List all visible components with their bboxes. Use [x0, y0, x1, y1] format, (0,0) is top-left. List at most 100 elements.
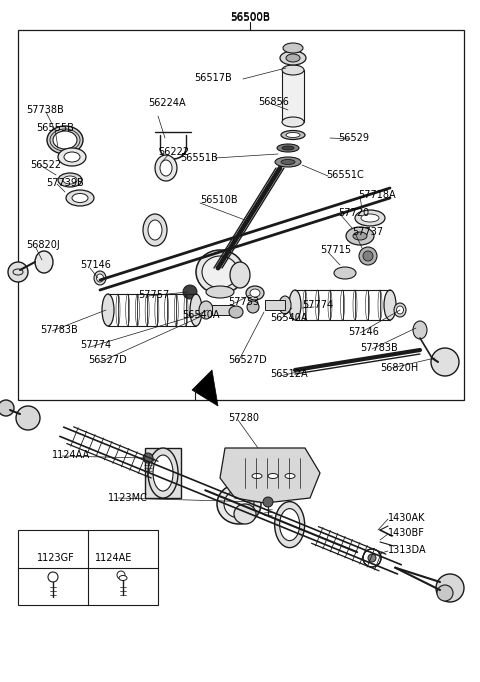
- Ellipse shape: [413, 321, 427, 339]
- Circle shape: [437, 585, 453, 601]
- Ellipse shape: [334, 267, 356, 279]
- Text: 1123MC: 1123MC: [108, 493, 148, 503]
- Text: 57737: 57737: [352, 227, 383, 237]
- Text: 57783B: 57783B: [40, 325, 78, 335]
- Text: 57715: 57715: [320, 245, 351, 255]
- Ellipse shape: [160, 160, 172, 176]
- Ellipse shape: [282, 65, 304, 75]
- Text: 57783B: 57783B: [360, 343, 398, 353]
- Ellipse shape: [286, 54, 300, 62]
- Ellipse shape: [282, 117, 304, 127]
- Ellipse shape: [224, 490, 254, 518]
- Text: 57146: 57146: [80, 260, 111, 270]
- Text: 57753: 57753: [228, 297, 259, 307]
- Ellipse shape: [355, 210, 385, 226]
- Ellipse shape: [96, 274, 104, 282]
- Bar: [145, 448, 181, 498]
- Text: 56500B: 56500B: [230, 13, 270, 23]
- Text: 56540A: 56540A: [182, 310, 219, 320]
- Circle shape: [363, 549, 381, 567]
- Bar: [18, 530, 158, 605]
- Polygon shape: [220, 448, 320, 503]
- Text: 57146: 57146: [348, 327, 379, 337]
- Text: 57757: 57757: [138, 290, 169, 300]
- Ellipse shape: [361, 214, 379, 222]
- Text: 56222: 56222: [158, 147, 189, 157]
- Ellipse shape: [148, 448, 178, 498]
- Circle shape: [436, 574, 464, 602]
- Ellipse shape: [247, 301, 259, 313]
- Text: 57774: 57774: [80, 340, 111, 350]
- Circle shape: [363, 251, 373, 261]
- Text: 56500B: 56500B: [230, 12, 270, 22]
- Ellipse shape: [58, 173, 82, 187]
- Circle shape: [263, 497, 273, 507]
- Text: 56527D: 56527D: [88, 355, 127, 365]
- Circle shape: [359, 247, 377, 265]
- Text: 56820J: 56820J: [26, 240, 60, 250]
- Ellipse shape: [148, 220, 162, 240]
- Text: 56555B: 56555B: [36, 123, 74, 133]
- Ellipse shape: [346, 227, 374, 245]
- Text: 56529: 56529: [338, 133, 369, 143]
- Circle shape: [368, 554, 376, 562]
- Ellipse shape: [353, 232, 367, 240]
- Ellipse shape: [234, 504, 256, 524]
- Text: 56551C: 56551C: [326, 170, 364, 180]
- Ellipse shape: [250, 289, 260, 297]
- Circle shape: [48, 572, 58, 582]
- Text: 57738B: 57738B: [26, 105, 64, 115]
- Ellipse shape: [281, 130, 305, 140]
- Text: 57718A: 57718A: [358, 190, 396, 200]
- Ellipse shape: [281, 160, 295, 164]
- Ellipse shape: [396, 306, 404, 314]
- Ellipse shape: [275, 157, 301, 167]
- Text: 57774: 57774: [302, 300, 333, 310]
- Text: 56522: 56522: [30, 160, 61, 170]
- Ellipse shape: [94, 271, 106, 285]
- Ellipse shape: [47, 126, 83, 154]
- Ellipse shape: [280, 509, 300, 541]
- Text: 57280: 57280: [228, 413, 259, 423]
- Text: 1124AE: 1124AE: [96, 553, 132, 563]
- Ellipse shape: [286, 132, 300, 138]
- Ellipse shape: [35, 251, 53, 273]
- Ellipse shape: [280, 51, 306, 65]
- Text: 56540A: 56540A: [270, 313, 308, 323]
- Ellipse shape: [268, 473, 278, 479]
- Text: 1124AA: 1124AA: [52, 450, 90, 460]
- Text: 56510B: 56510B: [200, 195, 238, 205]
- Ellipse shape: [143, 214, 167, 246]
- Text: 56820H: 56820H: [380, 363, 418, 373]
- Ellipse shape: [277, 144, 299, 152]
- Ellipse shape: [53, 131, 77, 149]
- Circle shape: [431, 348, 459, 376]
- Bar: [18, 30, 464, 400]
- Ellipse shape: [153, 455, 173, 491]
- Text: 1313DA: 1313DA: [388, 545, 427, 555]
- Ellipse shape: [72, 194, 88, 203]
- Ellipse shape: [66, 190, 94, 206]
- Ellipse shape: [63, 176, 77, 184]
- Ellipse shape: [196, 250, 244, 294]
- Ellipse shape: [199, 301, 213, 319]
- Bar: [265, 300, 285, 310]
- Polygon shape: [192, 370, 218, 406]
- Text: 56512A: 56512A: [270, 369, 308, 379]
- Ellipse shape: [246, 286, 264, 300]
- Ellipse shape: [282, 146, 294, 150]
- Text: 56517B: 56517B: [194, 73, 232, 83]
- Text: 1430AK: 1430AK: [388, 513, 425, 523]
- Circle shape: [8, 262, 28, 282]
- Ellipse shape: [206, 286, 234, 298]
- Ellipse shape: [289, 290, 301, 320]
- Ellipse shape: [229, 306, 243, 318]
- Text: 56527D: 56527D: [228, 355, 267, 365]
- Circle shape: [117, 571, 125, 579]
- Text: 1430BF: 1430BF: [388, 528, 425, 538]
- Ellipse shape: [252, 473, 262, 479]
- Text: 57720: 57720: [338, 208, 369, 218]
- Ellipse shape: [384, 290, 396, 320]
- Ellipse shape: [102, 294, 114, 326]
- Ellipse shape: [275, 502, 305, 548]
